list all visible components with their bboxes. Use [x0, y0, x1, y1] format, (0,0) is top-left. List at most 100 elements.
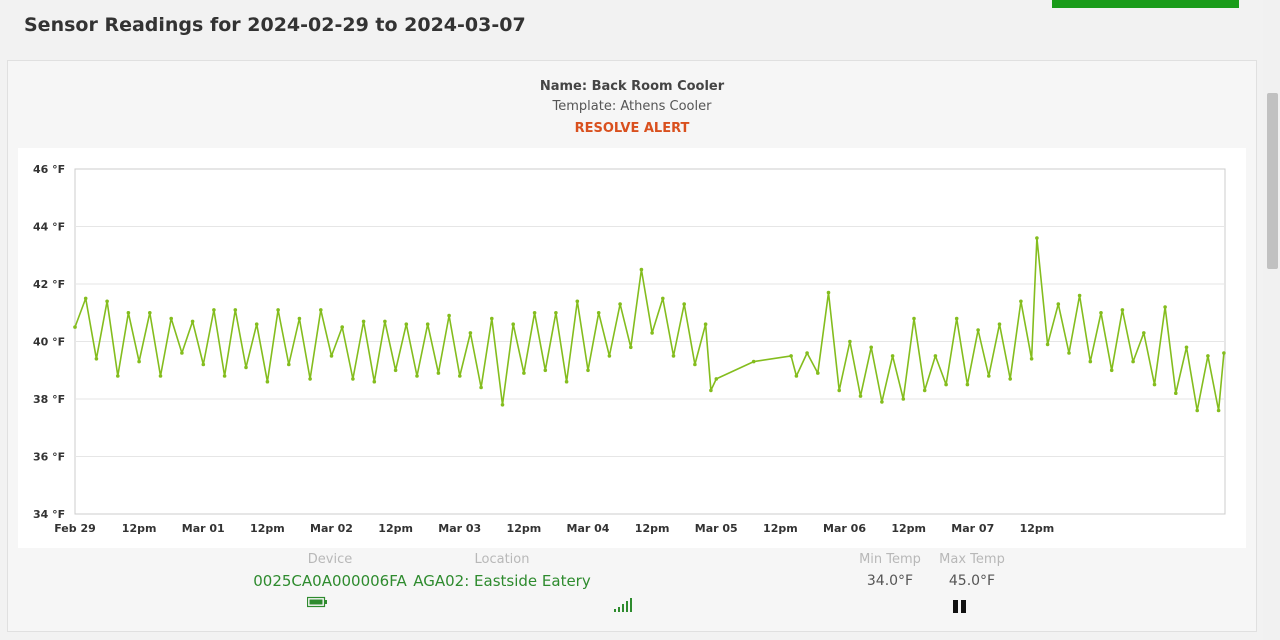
max-temp-label: Max Temp: [939, 552, 1005, 567]
resolve-alert-link[interactable]: RESOLVE ALERT: [574, 121, 690, 136]
data-point: [543, 368, 548, 373]
data-point: [1195, 408, 1199, 413]
data-point: [880, 400, 884, 404]
sensor-template: Template: Athens Cooler: [552, 99, 712, 114]
y-tick-label: 36 °F: [33, 451, 65, 464]
x-tick-label: Mar 06: [823, 522, 866, 535]
data-point: [404, 322, 409, 326]
data-point: [319, 308, 323, 312]
device-label: Device: [307, 552, 353, 567]
battery-icon: [230, 593, 430, 611]
data-point: [1077, 293, 1082, 298]
x-tick-label: 12pm: [250, 522, 285, 535]
sensor-name: Name: Back Room Cooler: [539, 79, 725, 94]
data-point: [276, 308, 280, 312]
data-point: [869, 345, 873, 350]
data-point: [287, 362, 291, 367]
location-column: Location AGA02: Eastside Eatery: [392, 551, 612, 593]
data-point: [383, 319, 387, 324]
x-tick-label: Feb 29: [54, 522, 96, 535]
data-point: [1008, 377, 1012, 381]
x-tick-label: 12pm: [122, 522, 157, 535]
temperature-chart-svg: 34 °F 36 °F 38 °F 40 °F 42 °F 44 °F 46 °F Feb …: [33, 163, 1226, 535]
data-point: [479, 385, 483, 390]
device-value[interactable]: 0025CA0A000006FA: [253, 572, 407, 590]
min-temp-label: Min Temp: [859, 552, 921, 567]
data-point: [158, 374, 163, 378]
data-point: [83, 296, 88, 301]
data-point: [511, 322, 515, 326]
y-tick-label: 46 °F: [33, 163, 65, 176]
top-action-button[interactable]: [1052, 0, 1239, 8]
data-point: [1206, 354, 1210, 358]
x-tick-label: Mar 05: [695, 522, 738, 535]
data-point: [789, 354, 793, 358]
data-point: [890, 354, 895, 358]
data-point: [1088, 359, 1093, 364]
y-tick-label: 42 °F: [33, 278, 65, 291]
data-point: [436, 371, 441, 375]
data-point: [137, 359, 141, 364]
data-point: [148, 311, 152, 315]
data-point: [922, 388, 927, 393]
data-point: [265, 379, 270, 384]
data-point: [661, 296, 665, 301]
x-tick-label: Mar 07: [951, 522, 994, 535]
data-point: [1035, 236, 1039, 240]
x-tick-label: Mar 02: [310, 522, 353, 535]
sensor-info-row: Device 0025CA0A000006FA Location AGA02: …: [8, 551, 1256, 621]
sensor-header: Name: Back Room Cooler Template: Athens …: [8, 77, 1256, 140]
x-tick-label: Mar 04: [567, 522, 610, 535]
x-tick-label: 12pm: [378, 522, 413, 535]
pause-icon[interactable]: [953, 598, 967, 617]
data-point: [361, 319, 366, 324]
y-tick-label: 34 °F: [33, 508, 65, 521]
data-point: [297, 316, 302, 321]
data-point: [1184, 345, 1189, 350]
data-point: [1131, 359, 1135, 364]
location-value[interactable]: AGA02: Eastside Eatery: [413, 572, 591, 590]
data-point: [575, 299, 580, 304]
data-point: [629, 345, 633, 350]
max-temp-column: Max Temp 45.0°F: [932, 551, 1012, 593]
data-point: [693, 362, 697, 367]
data-point: [1067, 351, 1071, 355]
data-point: [329, 354, 334, 358]
data-point: [522, 371, 526, 375]
data-point: [933, 354, 938, 358]
data-point: [805, 351, 809, 355]
data-point: [682, 302, 686, 306]
data-point: [490, 316, 494, 321]
data-point: [458, 374, 462, 378]
data-point: [212, 308, 216, 312]
data-point: [425, 322, 430, 326]
data-point: [180, 351, 184, 355]
data-point: [639, 267, 644, 272]
data-point: [554, 311, 558, 315]
data-point: [532, 311, 537, 315]
data-point: [1045, 342, 1050, 347]
data-point: [73, 325, 77, 329]
data-point: [671, 354, 676, 358]
data-point: [848, 339, 852, 344]
y-tick-label: 44 °F: [33, 221, 65, 234]
data-point: [169, 316, 173, 321]
data-point: [1222, 351, 1226, 355]
data-point: [201, 362, 206, 367]
series-group: [73, 236, 1226, 413]
scrollbar-thumb[interactable]: [1267, 93, 1278, 269]
data-point: [340, 325, 345, 329]
data-point: [393, 368, 398, 373]
page-scrollbar[interactable]: [1263, 0, 1280, 640]
data-point: [351, 377, 355, 381]
data-point: [308, 377, 312, 381]
data-point: [650, 331, 654, 335]
y-tick-label: 40 °F: [33, 336, 65, 349]
data-point: [1216, 408, 1221, 413]
data-point: [447, 313, 451, 318]
y-axis-ticks: 34 °F 36 °F 38 °F 40 °F 42 °F 44 °F 46 °F: [33, 163, 65, 521]
data-point: [1099, 311, 1103, 315]
data-point: [607, 354, 612, 358]
data-point: [1174, 391, 1178, 395]
data-point: [901, 397, 906, 401]
